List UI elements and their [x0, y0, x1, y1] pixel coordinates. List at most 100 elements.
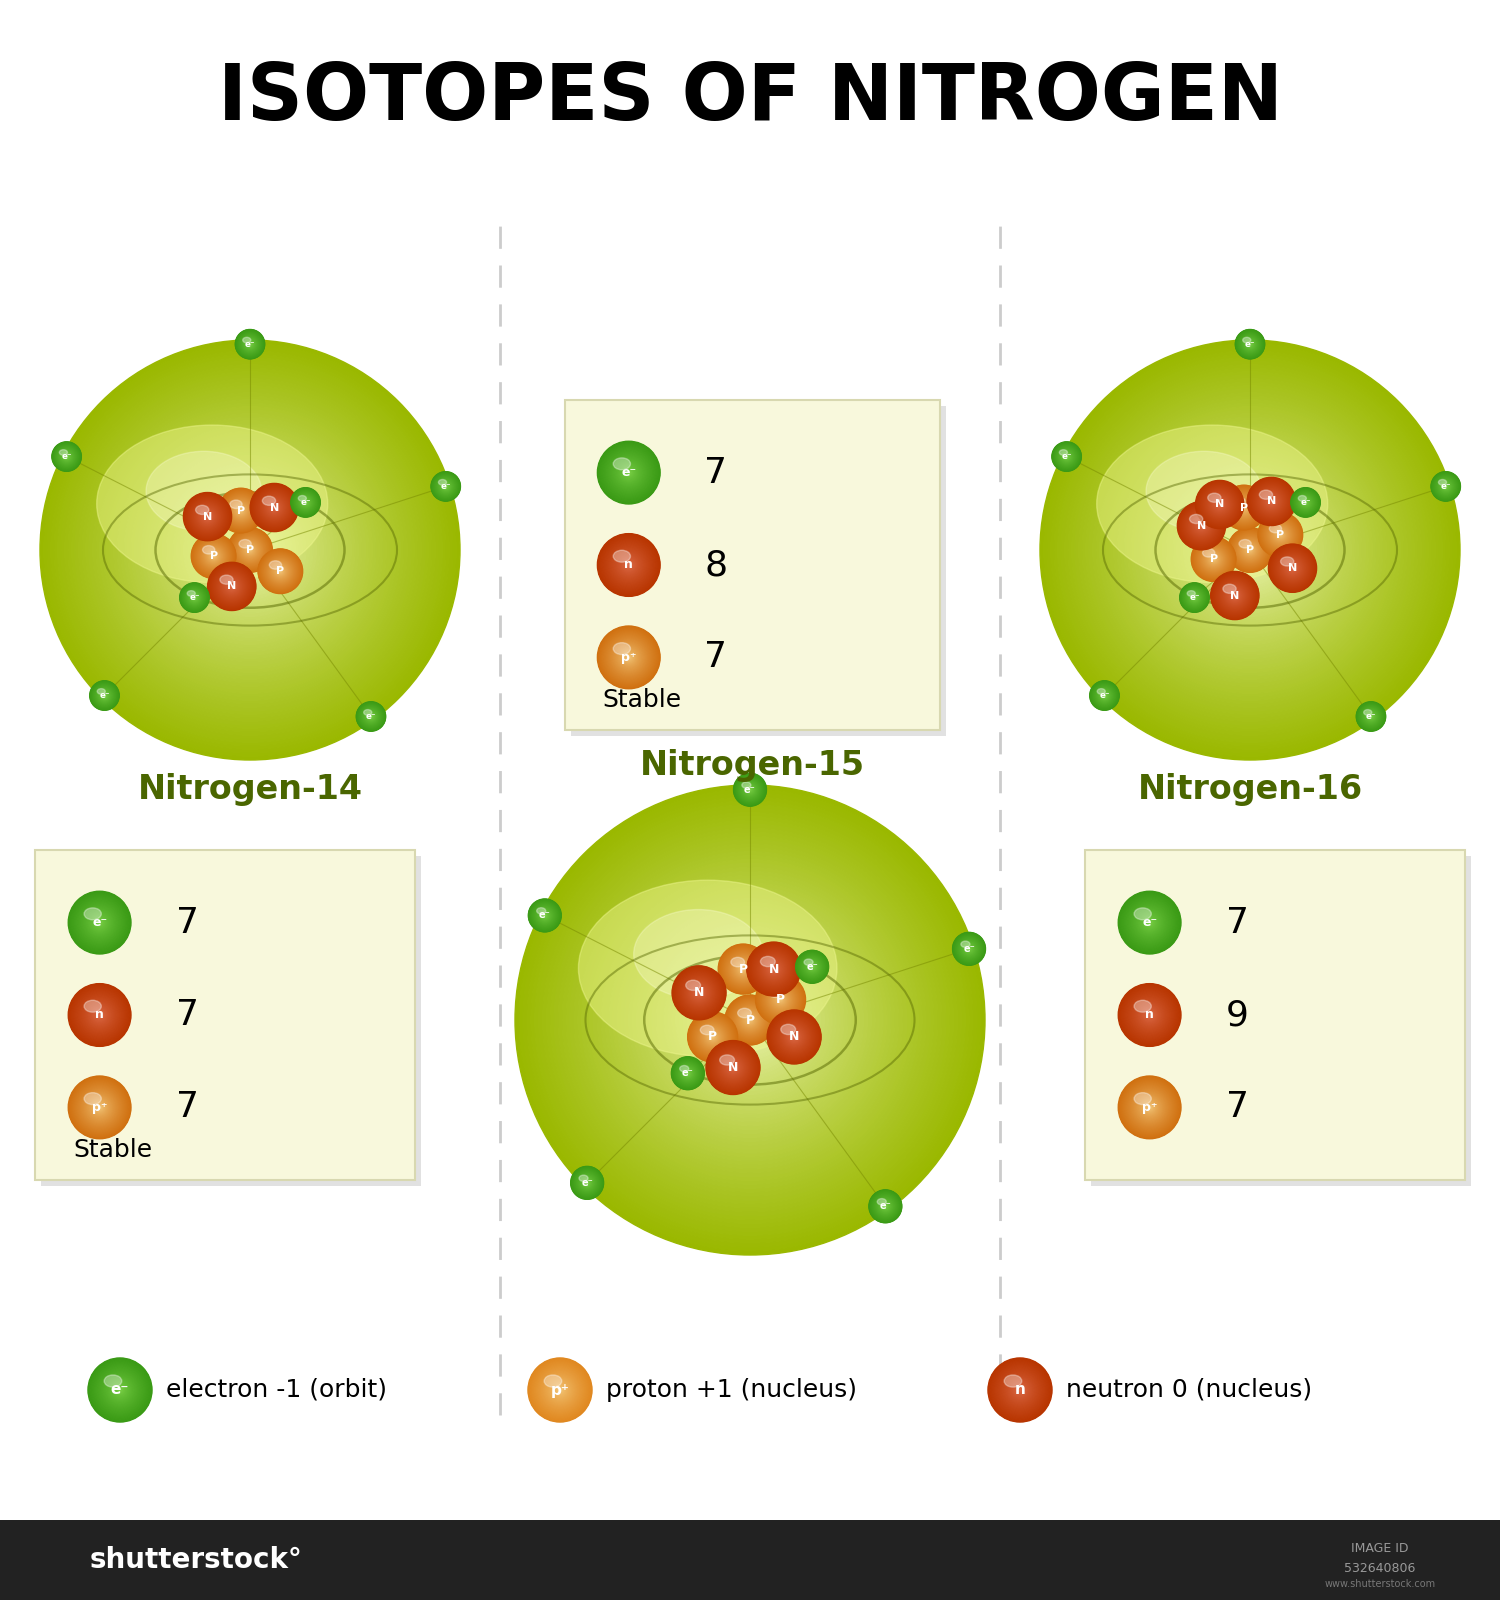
- Circle shape: [534, 904, 556, 926]
- Circle shape: [84, 1000, 116, 1030]
- Circle shape: [72, 987, 128, 1043]
- Circle shape: [736, 776, 764, 803]
- Circle shape: [270, 502, 279, 512]
- Circle shape: [236, 504, 248, 517]
- Circle shape: [954, 933, 984, 965]
- Circle shape: [242, 336, 260, 354]
- Circle shape: [1185, 589, 1204, 606]
- Circle shape: [1196, 541, 1231, 578]
- Circle shape: [1052, 442, 1082, 472]
- Text: P: P: [237, 506, 244, 515]
- Circle shape: [219, 574, 245, 598]
- Circle shape: [1442, 482, 1450, 491]
- Circle shape: [1192, 595, 1197, 600]
- Circle shape: [53, 443, 81, 470]
- Circle shape: [93, 685, 116, 706]
- Circle shape: [1362, 707, 1380, 725]
- Circle shape: [1272, 526, 1288, 542]
- Circle shape: [675, 970, 723, 1016]
- Circle shape: [102, 693, 106, 698]
- Ellipse shape: [1364, 709, 1372, 715]
- Circle shape: [1186, 589, 1203, 606]
- Circle shape: [756, 952, 792, 987]
- Circle shape: [1250, 480, 1293, 523]
- Circle shape: [620, 462, 638, 482]
- Circle shape: [1209, 554, 1219, 565]
- Circle shape: [1258, 514, 1302, 557]
- Circle shape: [555, 1386, 566, 1395]
- Circle shape: [1137, 1002, 1162, 1029]
- Ellipse shape: [878, 1198, 886, 1205]
- Circle shape: [741, 1011, 759, 1029]
- Circle shape: [543, 813, 957, 1227]
- Circle shape: [582, 1178, 592, 1189]
- Circle shape: [540, 910, 549, 920]
- Circle shape: [243, 542, 258, 557]
- Circle shape: [1246, 477, 1296, 525]
- Circle shape: [222, 576, 242, 597]
- Circle shape: [736, 776, 764, 803]
- Circle shape: [1305, 501, 1306, 504]
- Circle shape: [1238, 501, 1251, 515]
- Circle shape: [444, 485, 447, 488]
- Circle shape: [1126, 899, 1173, 946]
- Circle shape: [873, 1194, 897, 1219]
- Circle shape: [692, 984, 706, 1002]
- Circle shape: [734, 958, 753, 979]
- Ellipse shape: [768, 987, 782, 997]
- Circle shape: [1234, 595, 1236, 597]
- Circle shape: [1254, 485, 1288, 518]
- Circle shape: [536, 1365, 585, 1414]
- Circle shape: [251, 485, 297, 531]
- Circle shape: [968, 947, 970, 950]
- Circle shape: [237, 538, 262, 563]
- Circle shape: [1264, 520, 1296, 550]
- Circle shape: [1194, 518, 1209, 533]
- Circle shape: [603, 632, 654, 683]
- Circle shape: [1432, 474, 1458, 499]
- Circle shape: [1120, 893, 1179, 952]
- Circle shape: [261, 494, 288, 522]
- Circle shape: [675, 970, 723, 1016]
- Circle shape: [1144, 1102, 1155, 1114]
- Circle shape: [1198, 523, 1204, 530]
- Circle shape: [270, 560, 291, 582]
- Circle shape: [1191, 491, 1310, 610]
- Circle shape: [600, 536, 657, 594]
- Circle shape: [192, 534, 236, 578]
- Circle shape: [1194, 539, 1233, 579]
- Circle shape: [1290, 566, 1294, 570]
- Circle shape: [532, 902, 556, 928]
- Circle shape: [742, 781, 758, 798]
- Circle shape: [608, 451, 651, 494]
- Circle shape: [1436, 475, 1456, 498]
- Circle shape: [714, 984, 786, 1056]
- Circle shape: [232, 533, 267, 568]
- Circle shape: [207, 562, 256, 611]
- Circle shape: [1100, 691, 1108, 701]
- Circle shape: [56, 445, 78, 469]
- Circle shape: [230, 530, 272, 571]
- Circle shape: [1215, 499, 1225, 510]
- Circle shape: [433, 475, 457, 498]
- Circle shape: [369, 715, 374, 718]
- Circle shape: [698, 1022, 728, 1051]
- Circle shape: [243, 544, 256, 557]
- Circle shape: [612, 547, 646, 582]
- Circle shape: [680, 1064, 696, 1082]
- Circle shape: [718, 944, 768, 994]
- Circle shape: [990, 1360, 1050, 1421]
- Circle shape: [618, 555, 639, 576]
- Circle shape: [1142, 442, 1359, 659]
- Circle shape: [102, 693, 108, 699]
- Circle shape: [544, 1374, 574, 1405]
- Circle shape: [712, 1048, 753, 1088]
- Circle shape: [609, 544, 650, 586]
- Circle shape: [276, 566, 285, 576]
- Circle shape: [46, 347, 453, 754]
- Circle shape: [1134, 998, 1166, 1030]
- Circle shape: [1092, 683, 1116, 707]
- Circle shape: [717, 1051, 748, 1083]
- Ellipse shape: [363, 709, 372, 715]
- Circle shape: [736, 1006, 764, 1034]
